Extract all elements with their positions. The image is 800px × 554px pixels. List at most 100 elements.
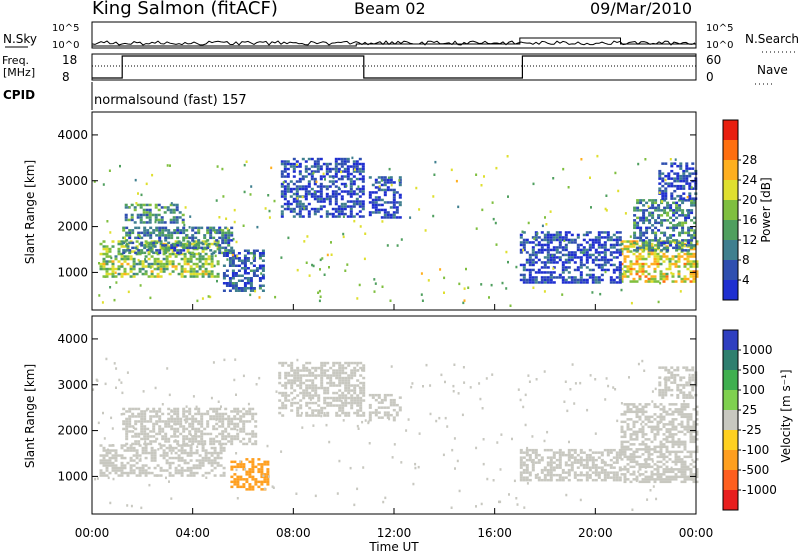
data-cell [647, 255, 651, 258]
data-cell [111, 469, 115, 472]
data-cell [597, 266, 601, 269]
data-cell [201, 449, 205, 452]
data-cell [242, 374, 245, 378]
data-cell [395, 191, 399, 194]
data-cell [353, 391, 357, 395]
data-cell [367, 420, 370, 423]
data-cell [189, 471, 193, 475]
data-cell [603, 268, 607, 272]
data-cell [659, 257, 663, 261]
data-cell [661, 194, 665, 198]
data-cell [266, 460, 270, 464]
data-cell [645, 209, 649, 212]
data-cell [194, 244, 198, 247]
data-cell [378, 185, 381, 188]
data-cell [311, 371, 315, 375]
data-cell [129, 265, 133, 268]
data-cell [258, 277, 262, 280]
data-cell [374, 186, 378, 189]
data-cell [173, 246, 177, 250]
data-cell [692, 428, 696, 431]
data-cell [374, 203, 378, 207]
data-cell [582, 281, 586, 284]
data-cell [540, 231, 544, 234]
data-cell [290, 386, 294, 390]
data-cell [687, 214, 691, 217]
data-cell [679, 184, 683, 188]
data-cell [668, 260, 672, 263]
data-cell [159, 242, 163, 246]
data-cell [675, 216, 679, 220]
data-cell [218, 440, 222, 443]
data-cell [251, 412, 255, 416]
data-cell [303, 240, 306, 243]
data-cell [252, 269, 256, 272]
data-cell [198, 252, 202, 256]
data-cell [191, 442, 195, 446]
power-cbar-label: Power [dB] [759, 177, 773, 242]
data-cell [335, 396, 339, 400]
data-cell [685, 174, 689, 178]
data-cell [292, 170, 296, 173]
data-cell [618, 251, 622, 254]
data-cell [182, 229, 186, 232]
data-cell [368, 393, 372, 397]
data-cell [543, 476, 547, 479]
data-cell [323, 369, 327, 372]
data-cell [231, 249, 235, 252]
data-cell [683, 473, 687, 476]
data-cell [176, 412, 180, 416]
data-cell [165, 260, 169, 263]
data-cell [192, 242, 196, 246]
data-cell [209, 249, 213, 252]
data-cell [391, 456, 394, 459]
data-cell [374, 408, 378, 412]
data-cell [176, 226, 180, 230]
data-cell [158, 430, 162, 433]
data-cell [352, 190, 356, 193]
data-cell [219, 444, 223, 447]
data-cell [335, 374, 339, 377]
data-cell [329, 384, 333, 387]
data-cell [233, 480, 237, 484]
data-cell [628, 376, 630, 379]
data-cell [549, 238, 553, 242]
data-cell [695, 272, 699, 276]
data-cell [389, 216, 393, 219]
nave-tick-high: 60 [706, 53, 721, 67]
data-cell [304, 205, 308, 208]
data-cell [134, 246, 138, 250]
data-cell [156, 240, 160, 243]
data-cell [589, 374, 592, 377]
data-cell [549, 210, 552, 213]
data-cell [682, 366, 686, 369]
data-cell [576, 256, 580, 259]
data-cell [676, 223, 679, 226]
data-cell [633, 219, 637, 222]
data-cell [600, 266, 604, 269]
data-cell [629, 460, 633, 464]
data-cell [201, 275, 205, 278]
data-cell [207, 295, 210, 298]
data-cell [676, 368, 680, 372]
data-cell [662, 445, 666, 449]
data-cell [570, 233, 574, 237]
data-cell [686, 423, 690, 426]
data-cell [141, 265, 145, 268]
data-cell [222, 474, 226, 477]
data-cell [153, 257, 157, 261]
data-cell [236, 410, 240, 413]
data-cell [653, 473, 657, 476]
data-cell [650, 430, 654, 434]
data-cell [316, 197, 320, 201]
data-cell [278, 406, 282, 410]
data-cell [616, 419, 619, 423]
data-cell [245, 442, 249, 446]
data-cell [620, 445, 624, 449]
data-cell [138, 466, 142, 470]
data-cell [128, 241, 132, 245]
data-cell [137, 442, 141, 446]
freq-panel: Freq. [MHz] 18 8 60 0 Nave [2, 53, 788, 85]
data-cell [658, 172, 662, 175]
